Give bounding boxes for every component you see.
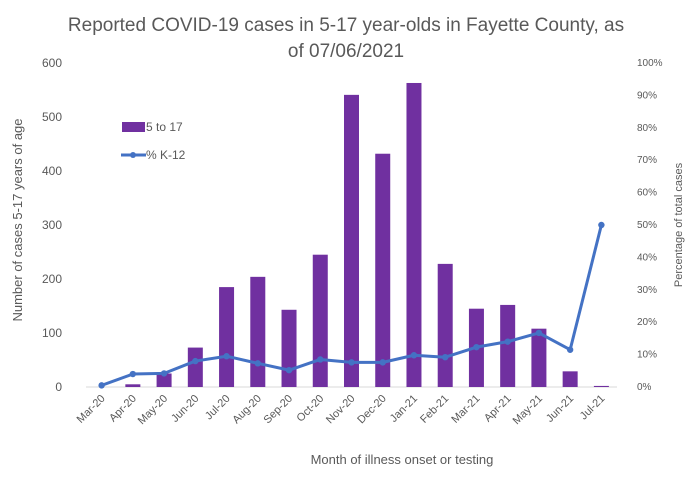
bar-series <box>125 82 609 388</box>
y2-tick-label: 50% <box>637 220 657 231</box>
y-axis-label: Number of cases 5-17 years of age <box>10 118 25 321</box>
y2-tick-label: 10% <box>637 350 657 361</box>
y-tick-label: 300 <box>42 218 62 232</box>
bar <box>500 304 516 387</box>
y2-tick-label: 40% <box>637 252 657 263</box>
y2-tick-label: 90% <box>637 90 657 101</box>
bar <box>437 263 453 387</box>
bar <box>531 328 547 387</box>
bar <box>187 347 203 387</box>
chart-title: Reported COVID-19 cases in 5-17 year-old… <box>68 15 624 62</box>
x-tick-label: Jun-20 <box>169 393 201 425</box>
y2-axis-label: Percentage of total cases <box>673 162 685 287</box>
y-tick-label: 600 <box>42 56 62 70</box>
x-tick-label: May-21 <box>511 393 545 427</box>
line-point <box>473 343 480 351</box>
x-tick-label: Dec-20 <box>355 393 389 427</box>
x-tick-label: Jun-21 <box>544 393 576 425</box>
bar <box>156 373 172 387</box>
line-point <box>285 366 293 374</box>
y-tick-label: 500 <box>42 110 62 124</box>
line-point <box>160 370 168 377</box>
legend: 5 to 17 % K-12 <box>121 120 186 162</box>
x-tick-label: Apr-21 <box>482 393 514 425</box>
x-tick-label: Feb-21 <box>418 393 451 426</box>
bar <box>312 254 328 387</box>
bar <box>281 309 297 387</box>
line-point <box>223 353 230 360</box>
x-tick-label: Jul-21 <box>578 393 608 423</box>
line-point <box>535 329 543 337</box>
line-point <box>566 346 574 353</box>
x-tick-label: Nov-20 <box>324 393 358 427</box>
legend-swatch-marker <box>130 152 136 158</box>
line-point <box>442 353 449 361</box>
bar <box>375 153 391 387</box>
line-point <box>129 370 137 378</box>
chart-title-line: Reported COVID-19 cases in 5-17 year-old… <box>68 15 624 36</box>
x-tick-label: Jul-20 <box>203 393 233 423</box>
line-point <box>254 360 261 367</box>
x-tick-label: Sep-20 <box>262 393 296 427</box>
x-tick-label: May-20 <box>136 393 170 427</box>
line-point <box>504 338 511 345</box>
x-axis-label: Month of illness onset or testing <box>311 452 494 467</box>
line-point <box>192 357 199 365</box>
line-point <box>410 352 418 359</box>
line-series <box>98 221 605 389</box>
y2-tick-label: 0% <box>637 382 652 393</box>
y-tick-label: 0 <box>55 380 62 394</box>
legend-label: % K-12 <box>146 148 186 162</box>
legend-swatch-bar <box>122 122 145 132</box>
bar <box>344 94 359 388</box>
line-point <box>317 356 324 363</box>
legend-label: 5 to 17 <box>146 120 183 134</box>
line-point <box>379 359 386 366</box>
x-tick-label: Oct-20 <box>295 393 327 425</box>
y2-tick-label: 100% <box>637 58 663 69</box>
bar <box>593 385 609 387</box>
x-tick-label: Mar-20 <box>75 393 108 426</box>
bar <box>406 82 422 387</box>
y-tick-label: 200 <box>42 272 62 286</box>
bar <box>250 276 266 387</box>
y-tick-label: 400 <box>42 164 62 178</box>
chart-title-line: of 07/06/2021 <box>288 41 404 62</box>
y2-tick-label: 80% <box>637 123 657 134</box>
x-tick-label: Aug-20 <box>230 393 264 427</box>
y2-tick-label: 20% <box>637 317 657 328</box>
line-point <box>348 359 355 366</box>
y2-tick-label: 70% <box>637 155 657 166</box>
line-point <box>598 221 605 229</box>
y-tick-label: 100 <box>42 326 62 340</box>
y2-tick-label: 60% <box>637 188 657 199</box>
x-tick-label: Jan-21 <box>388 393 420 425</box>
x-tick-label: Mar-21 <box>449 393 482 426</box>
line-point <box>98 382 105 389</box>
bar <box>125 384 141 387</box>
y2-tick-label: 30% <box>637 285 657 296</box>
bar <box>219 287 235 387</box>
bar <box>562 371 578 387</box>
x-tick-label: Apr-20 <box>107 393 139 425</box>
